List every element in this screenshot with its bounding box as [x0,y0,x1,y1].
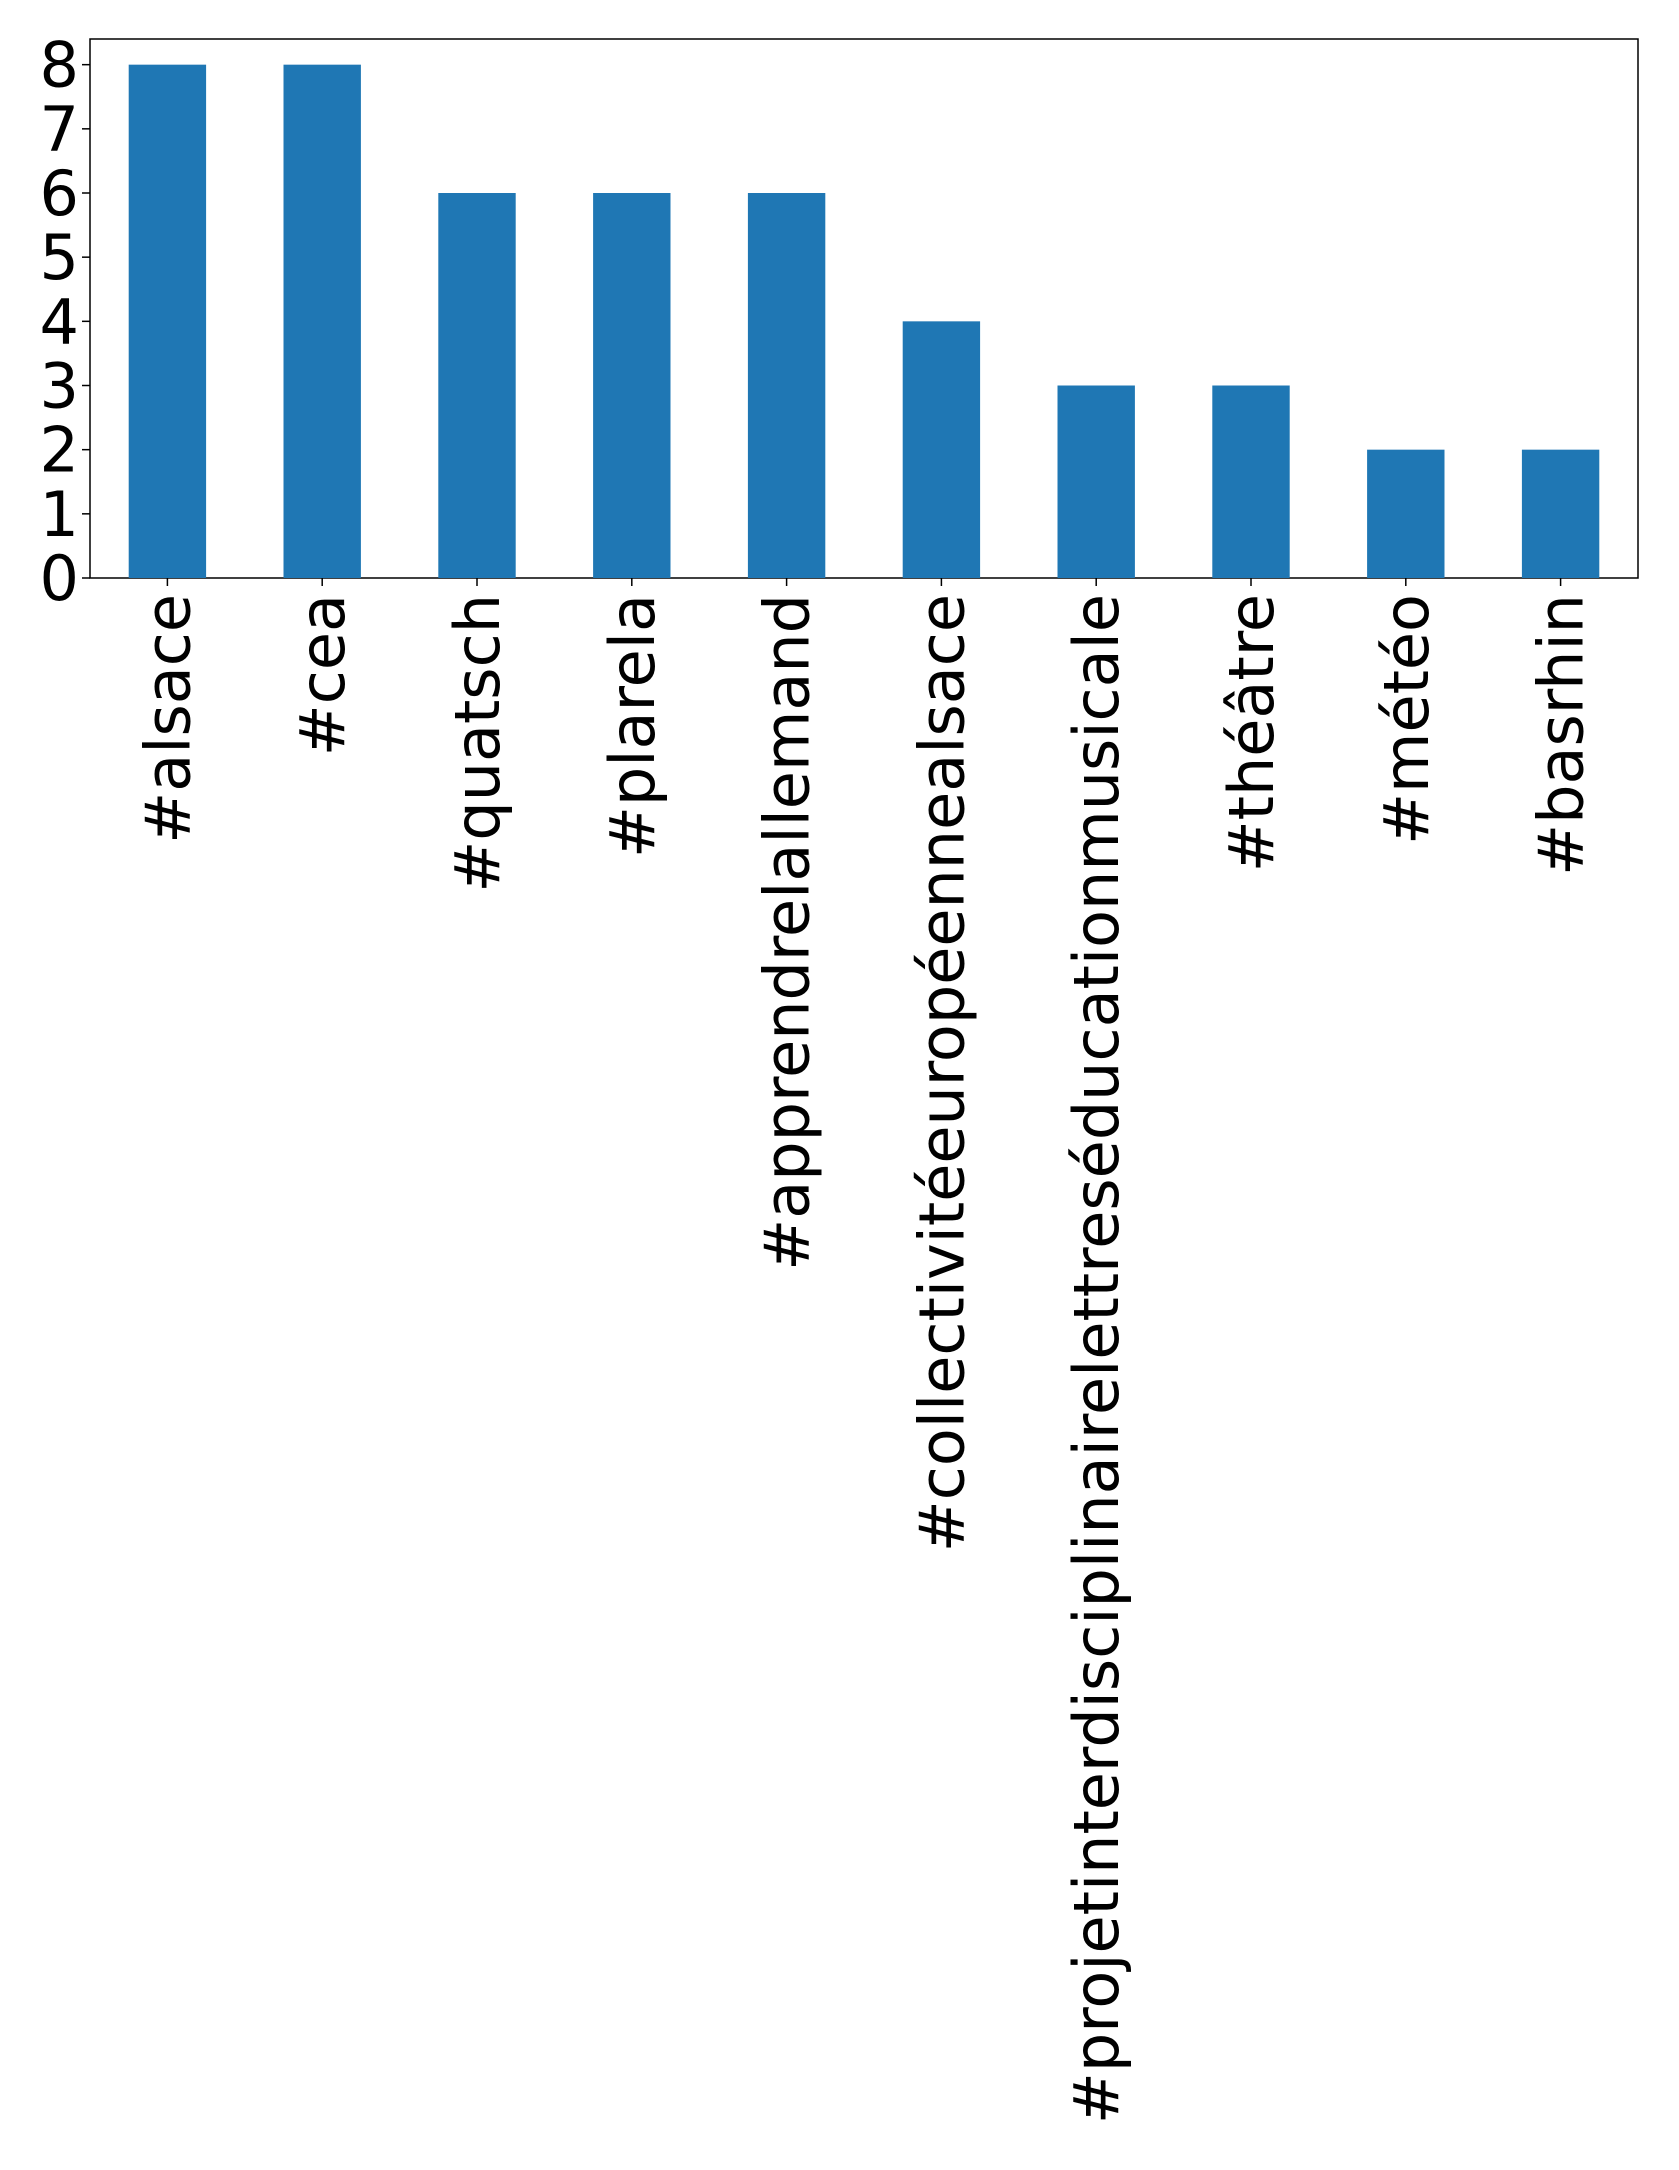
x-tick-label: #quatsch [441,594,514,893]
bar [747,193,826,578]
y-tick-label: 0 [40,542,79,615]
bar [593,193,671,578]
y-tick-label: 2 [40,414,79,487]
x-tick-label: #basrhin [1525,594,1598,876]
bar [1057,385,1135,578]
x-tick-label: #collectivitéeuropéennealsace [905,594,978,1552]
y-tick-label: 4 [40,285,79,358]
bar [1521,449,1600,578]
y-tick-label: 7 [40,93,79,166]
bar [128,64,207,578]
bar [438,193,516,578]
x-tick-label: #plarela [596,594,669,858]
y-tick-label: 5 [40,221,79,294]
x-tick-label: #projetinterdisciplinairelettreséducatio… [1060,594,1133,2124]
x-tick-label: #théâtre [1215,594,1288,872]
bar [902,321,981,578]
x-tick-label: #apprendrelallemand [751,594,824,1271]
x-tick-label: #cea [286,594,359,756]
plot-frame [89,38,1639,579]
y-tick-label: 1 [40,478,79,551]
bar [1367,449,1445,578]
x-tick-label: #météo [1370,594,1443,845]
y-tick-label: 8 [40,29,79,102]
bar [1212,385,1290,578]
y-tick-label: 3 [40,350,79,423]
y-tick-label: 6 [40,157,79,230]
x-tick-label: #alsace [131,594,204,844]
bar [283,64,361,578]
